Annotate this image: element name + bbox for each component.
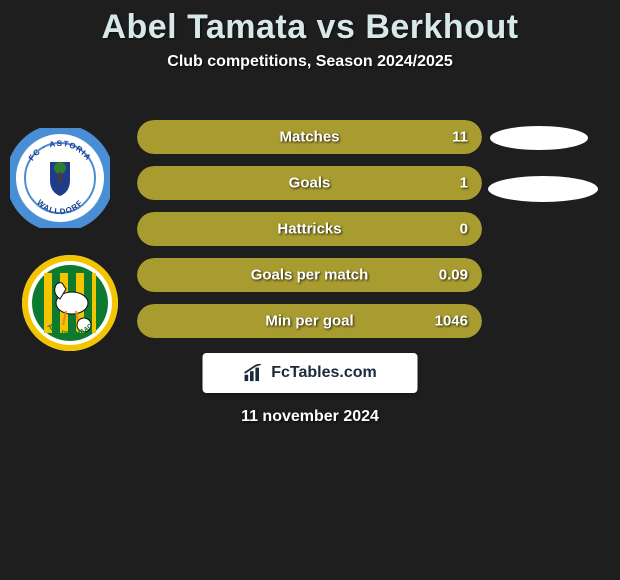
stat-value: 1 <box>460 175 468 192</box>
opponent-oval-2 <box>488 176 598 202</box>
brand-text: FcTables.com <box>271 364 377 382</box>
stat-row-goals-per-match: Goals per match 0.09 <box>137 258 482 292</box>
opponent-oval-1 <box>490 126 588 150</box>
stat-label: Min per goal <box>265 313 353 330</box>
stat-row-hattricks: Hattricks 0 <box>137 212 482 246</box>
stat-value: 0 <box>460 221 468 238</box>
crest-svg-astoria: FC · ASTORIA WALLDORF <box>10 128 110 228</box>
date-text: 11 november 2024 <box>241 408 379 426</box>
brand-box: FcTables.com <box>203 353 418 393</box>
club-crest-ado-den-haag: ADO DEN HAAG <box>20 253 120 353</box>
stat-label: Goals per match <box>251 267 369 284</box>
stat-row-goals: Goals 1 <box>137 166 482 200</box>
bar-chart-icon <box>243 364 265 382</box>
infographic-root: Abel Tamata vs Berkhout Club competition… <box>0 0 620 580</box>
crest-svg-ado: ADO DEN HAAG <box>20 253 120 353</box>
stat-value: 11 <box>452 129 468 146</box>
stats-group: Matches 11 Goals 1 Hattricks 0 Goals per… <box>137 120 482 350</box>
stat-value: 0.09 <box>439 267 468 284</box>
stat-row-min-per-goal: Min per goal 1046 <box>137 304 482 338</box>
page-title: Abel Tamata vs Berkhout <box>0 8 620 47</box>
stat-label: Matches <box>279 129 339 146</box>
stat-row-matches: Matches 11 <box>137 120 482 154</box>
stat-label: Goals <box>289 175 331 192</box>
club-crest-astoria-walldorf: FC · ASTORIA WALLDORF <box>10 128 110 228</box>
stat-label: Hattricks <box>277 221 341 238</box>
page-subtitle: Club competitions, Season 2024/2025 <box>0 53 620 71</box>
stat-value: 1046 <box>435 313 468 330</box>
